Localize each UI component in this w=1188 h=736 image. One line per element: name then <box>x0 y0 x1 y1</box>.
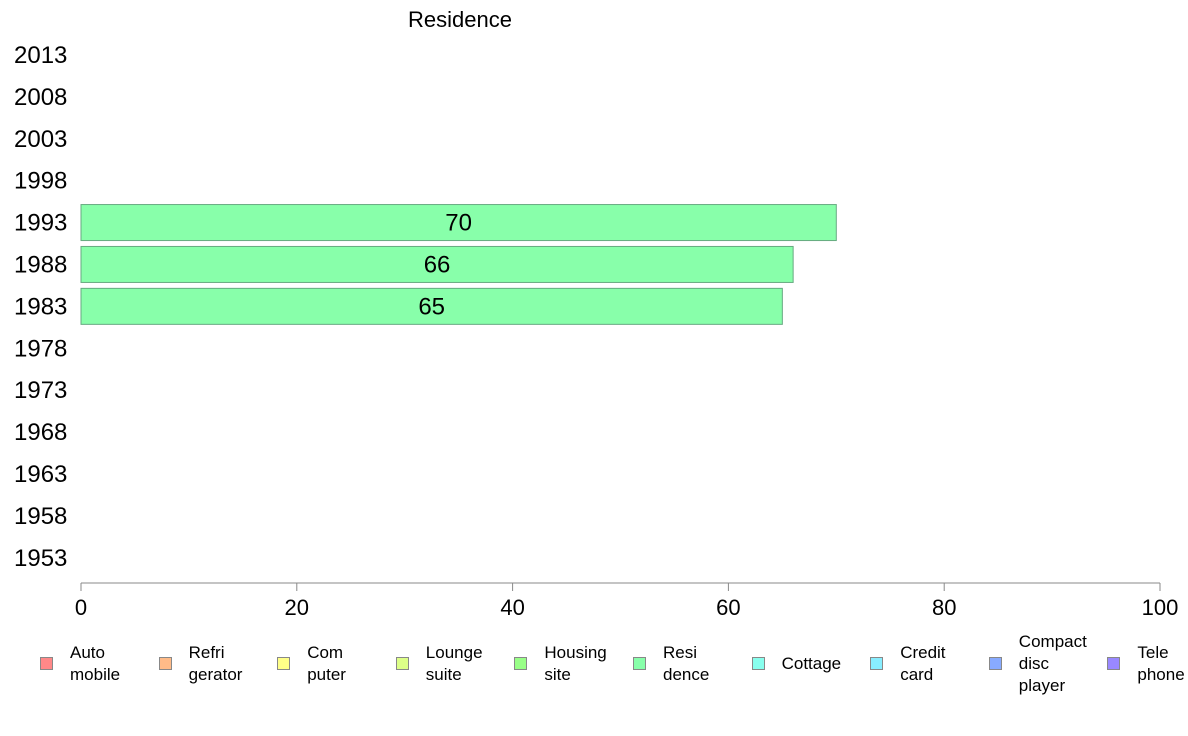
x-tick-label: 100 <box>1142 595 1179 620</box>
bar <box>80 287 783 325</box>
y-tick-label: 1963 <box>14 461 67 488</box>
legend-label: Compact disc player <box>1018 632 1087 695</box>
legend-label: Resi dence <box>663 643 710 684</box>
y-tick-label: 1988 <box>14 251 67 278</box>
y-tick-label: 1998 <box>14 168 67 195</box>
y-tick-label: 2008 <box>14 84 67 111</box>
x-tick-label: 0 <box>75 595 87 620</box>
y-tick-label: 2003 <box>14 126 67 153</box>
y-tick-label: 1973 <box>14 377 67 404</box>
legend-swatch <box>277 657 291 670</box>
legend-swatch <box>870 657 884 670</box>
y-tick-label: 2013 <box>14 42 67 69</box>
legend-label: Cottage <box>781 654 842 673</box>
legend-label: Credit card <box>900 643 946 684</box>
legend-label: Tele phone <box>1137 643 1185 684</box>
x-tick-label: 60 <box>716 595 740 620</box>
legend: Auto mobile Refri gerator Com puter Lounge … <box>0 630 1188 700</box>
chart-title: Residence <box>408 7 512 32</box>
legend-swatch <box>751 657 765 670</box>
x-tick-label: 20 <box>285 595 309 620</box>
x-tick-label: 40 <box>500 595 524 620</box>
legend-label: Housing site <box>544 643 607 684</box>
y-tick-label: 1983 <box>14 293 67 320</box>
legend-swatch <box>514 657 528 670</box>
legend-swatch <box>40 657 53 670</box>
bar <box>80 245 794 283</box>
legend-label: Refri gerator <box>188 643 243 684</box>
legend-swatch <box>158 657 172 670</box>
bar-data-label: 66 <box>424 251 451 278</box>
legend-swatch <box>395 657 409 670</box>
y-tick-label: 1993 <box>14 210 67 237</box>
y-tick-label: 1953 <box>14 545 67 572</box>
bar-data-label: 65 <box>418 293 445 320</box>
bar-data-label: 70 <box>445 210 472 237</box>
bar-chart: Residence 70 66 65 2013 2008 2003 1998 1993 198… <box>14 7 1179 620</box>
bars-layer: 70 66 65 <box>80 204 837 325</box>
legend-label: Lounge suite <box>425 643 483 684</box>
legend-label: Auto mobile <box>70 643 121 684</box>
y-tick-label: 1958 <box>14 503 67 530</box>
legend-swatch <box>1107 657 1121 670</box>
legend-label: Com puter <box>307 643 346 684</box>
legend-swatch <box>633 657 646 670</box>
y-tick-label: 1968 <box>14 419 67 446</box>
legend-swatch <box>988 657 1002 670</box>
y-axis-labels: 2013 2008 2003 1998 1993 1988 1983 1978 1973 1968… <box>14 42 67 572</box>
bar <box>80 204 837 242</box>
x-tick-label: 80 <box>932 595 956 620</box>
x-axis: 0 20 40 60 80 100 <box>75 582 1179 620</box>
y-tick-label: 1978 <box>14 335 67 362</box>
